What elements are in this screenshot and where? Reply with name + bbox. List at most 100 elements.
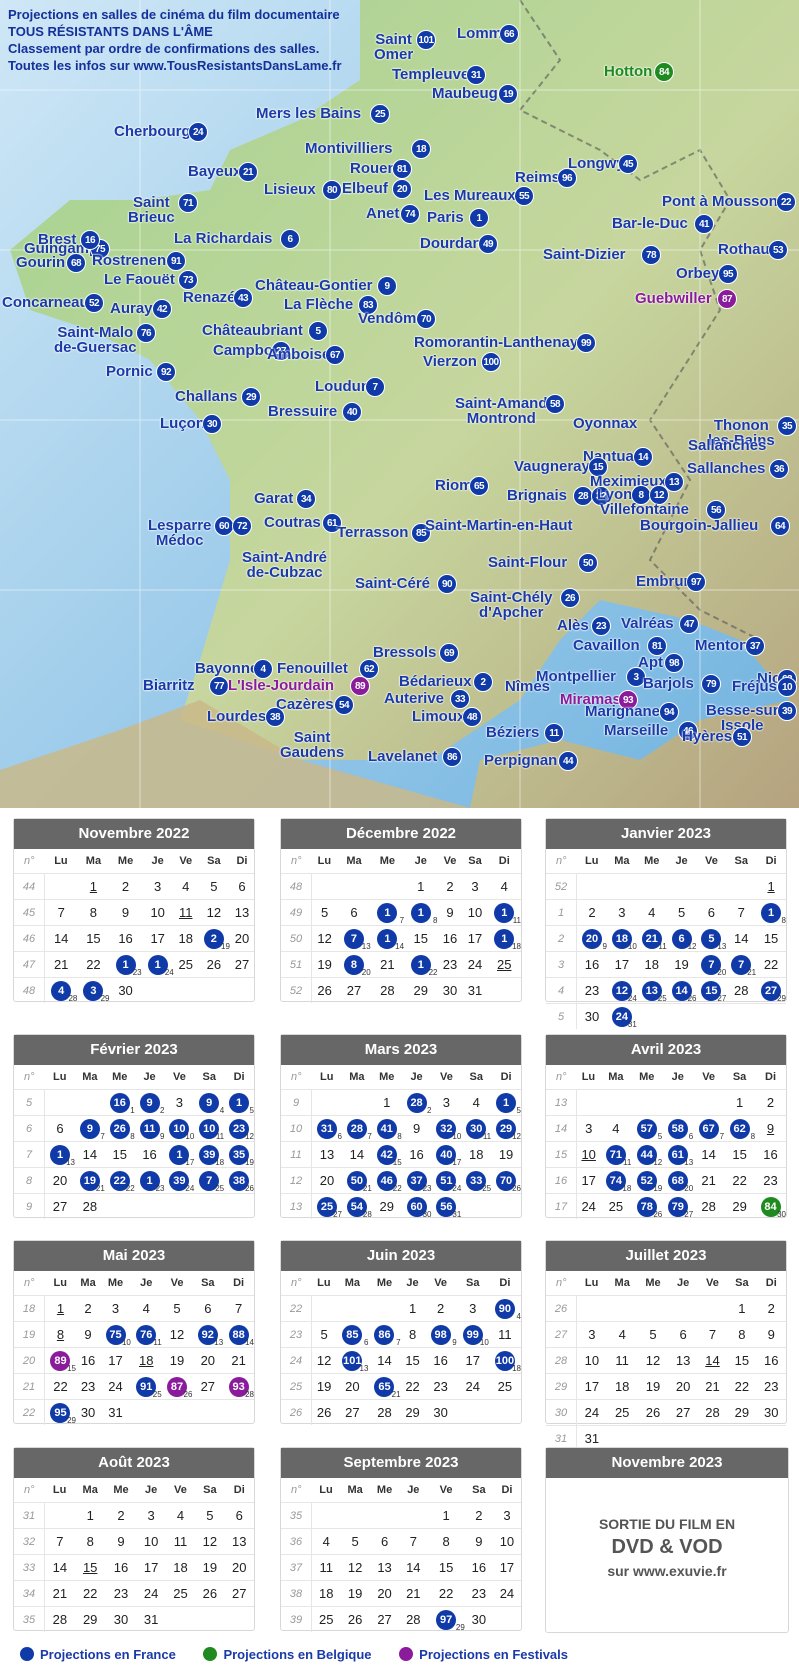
- day-number: 7: [100, 1132, 105, 1141]
- screening-pin: 61: [322, 513, 342, 533]
- screening-dot: 58: [667, 1118, 688, 1139]
- screening-pin: 41: [694, 214, 714, 234]
- day-cell: 6: [192, 1295, 224, 1322]
- screening-dot: 5: [701, 928, 722, 949]
- day-number: 21: [362, 1184, 372, 1193]
- city-label: Sallanches: [688, 437, 767, 454]
- weekday-header: Me: [113, 1484, 129, 1496]
- day-cell: 4: [165, 1502, 196, 1529]
- day-cell: 27: [369, 1606, 400, 1632]
- screening-day: 8 20: [337, 951, 371, 978]
- screening-pin: 97: [686, 572, 706, 592]
- day-cell: 23: [437, 951, 463, 978]
- screening-day: 29 12: [491, 1115, 521, 1142]
- day-number: 8: [130, 1132, 135, 1141]
- day-cell: 13: [224, 1528, 254, 1555]
- city-label: Béziers: [486, 724, 540, 741]
- week-number: 12: [281, 1167, 312, 1194]
- weekday-header: Sa: [734, 855, 748, 867]
- weekday-header: Lu: [54, 855, 68, 867]
- day-cell: 2: [75, 1295, 101, 1322]
- city-label: Vierzon: [423, 353, 477, 370]
- screening-pin: 65: [469, 476, 489, 496]
- weekday-header: Je: [407, 1484, 420, 1496]
- day-cell: 29: [371, 1193, 402, 1219]
- day-cell: 9: [105, 1528, 137, 1555]
- day-number: 13: [359, 1364, 369, 1373]
- weekday-header: Ve: [174, 1484, 187, 1496]
- day-cell: 7: [726, 899, 757, 926]
- screening-pin: 91: [166, 251, 186, 271]
- day-cell: 3: [576, 1321, 607, 1348]
- screening-pin: 54: [334, 695, 354, 715]
- screening-dot: 1: [169, 1144, 190, 1165]
- day-number: 25: [482, 1184, 492, 1193]
- screening-dot: 27: [761, 980, 782, 1001]
- day-cell: 28: [399, 1606, 428, 1632]
- screening-dot: 39: [199, 1144, 220, 1165]
- day-cell: 9: [756, 1321, 786, 1348]
- weekday-header: Sa: [735, 1277, 749, 1289]
- day-cell: 18: [311, 1580, 341, 1607]
- city-label: Reims: [515, 169, 561, 186]
- day-number: 4: [219, 1106, 225, 1115]
- weekday-header: n°: [555, 1071, 567, 1083]
- screening-pin: 15: [588, 457, 608, 477]
- screening-day: 90 4: [488, 1295, 521, 1322]
- day-cell: 23: [424, 1373, 457, 1400]
- weekday-header: Lu: [317, 855, 332, 867]
- day-cell: 6: [668, 1321, 698, 1348]
- day-cell: 16: [755, 1141, 786, 1168]
- day-cell: 15: [724, 1141, 756, 1168]
- legend-france-label: Projections en France: [40, 1647, 176, 1662]
- screening-day: 11 9: [134, 1115, 165, 1142]
- day-number: 26: [653, 1210, 663, 1219]
- day-number: 21: [747, 968, 757, 977]
- city-label: Longwy: [568, 155, 625, 172]
- day-cell: 14: [342, 1141, 372, 1168]
- day-number: 25: [657, 994, 667, 1003]
- city-label: Guebwiller: [635, 290, 712, 307]
- city-label: Saint-Flour: [488, 554, 568, 571]
- day-cell: 14: [44, 925, 78, 952]
- screening-pin: 22: [776, 192, 796, 212]
- screening-pin: 31: [466, 65, 486, 85]
- day-cell: 14: [368, 1347, 401, 1374]
- week-number: 37: [281, 1554, 312, 1581]
- weekday-header: Sa: [468, 855, 482, 867]
- screening-day: 15 27: [696, 977, 727, 1004]
- weekday-header: Sa: [466, 1277, 480, 1289]
- screening-pin: 56: [706, 500, 726, 520]
- week-number: 1: [546, 899, 577, 926]
- day-cell: 18: [461, 1141, 492, 1168]
- screening-day: 84 30: [755, 1193, 786, 1219]
- day-number: 17: [452, 1158, 462, 1167]
- day-number: 10: [121, 1338, 131, 1347]
- screening-day: 1 22: [404, 951, 438, 978]
- day-cell: [600, 1089, 632, 1116]
- screening-dot: 7: [701, 954, 722, 975]
- screening-dot: 70: [496, 1170, 517, 1191]
- screening-day: 95 29: [44, 1399, 76, 1425]
- day-number: 7: [367, 1132, 372, 1141]
- month-calendar: Mars 2023 n° Lu Ma Me Je Ve Sa Di 9 1 28 2 3 4 1 5 10 31 6 2…: [280, 1034, 522, 1219]
- city-label: Dourdan: [420, 235, 482, 252]
- day-cell: 19: [637, 1373, 669, 1400]
- screening-dot: 56: [436, 1196, 457, 1217]
- week-number: 31: [546, 1425, 577, 1451]
- legend-dot-icon: [20, 1647, 34, 1661]
- weekday-header: Di: [765, 1277, 777, 1289]
- screening-dot: 76: [136, 1324, 157, 1345]
- day-cell: [696, 873, 727, 900]
- city-label: Concarneau: [2, 294, 89, 311]
- day-cell: 30: [109, 977, 142, 1003]
- screening-day: 58 6: [662, 1115, 694, 1142]
- day-cell: 24: [100, 1373, 131, 1400]
- screening-pin: 13: [664, 472, 684, 492]
- screening-day: 87 26: [161, 1373, 193, 1400]
- screening-dot: 7: [731, 954, 752, 975]
- screening-pin: 46: [678, 721, 698, 741]
- day-cell: 19: [340, 1580, 370, 1607]
- screening-day: 74 18: [600, 1167, 632, 1194]
- legend-dot-icon: [203, 1647, 218, 1661]
